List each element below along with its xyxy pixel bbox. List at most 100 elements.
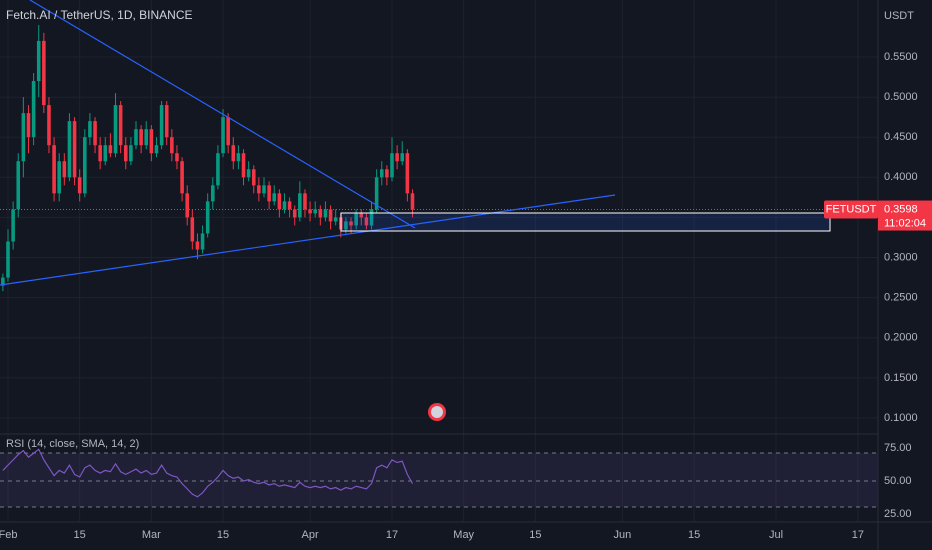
candle-body [36, 40, 41, 82]
chart-title: Fetch.AI / TetherUS, 1D, BINANCE [6, 8, 193, 22]
candle-body [246, 169, 251, 178]
indicator-tick-label: 25.00 [884, 508, 912, 520]
candle-body [108, 145, 113, 154]
x-tick-label: Apr [302, 529, 319, 541]
candle-body [282, 201, 287, 210]
candle-body [1, 277, 5, 286]
candle-body [134, 129, 138, 146]
candle-body [52, 145, 56, 194]
candle-body [175, 153, 179, 162]
price-badge [878, 200, 932, 231]
candle-body [144, 129, 149, 146]
candle-body [164, 105, 169, 138]
y-tick-label: 0.2500 [884, 292, 918, 304]
candle-body [410, 193, 415, 210]
candle-body [374, 177, 379, 210]
candle-body [272, 193, 277, 202]
candle-body [323, 209, 328, 218]
candle-body [226, 117, 230, 146]
candle-body [344, 221, 348, 230]
candle-body [118, 105, 123, 146]
symbol-label: FETUSDT [826, 203, 877, 215]
x-tick-label: May [453, 529, 474, 541]
rsi-line [2, 448, 414, 498]
candle-body [211, 185, 215, 202]
candle-body [200, 233, 205, 250]
candle-body [395, 153, 399, 162]
candle-body [262, 185, 266, 194]
candle-body [103, 145, 108, 162]
candle-body [333, 217, 338, 222]
y-tick-label: 0.4500 [884, 131, 918, 143]
candle-body [113, 105, 118, 154]
y-tick-label: 0.1000 [884, 412, 918, 424]
candle-body [251, 169, 256, 186]
candle-body [170, 137, 174, 154]
candle-body [98, 145, 102, 162]
indicator-tick-label: 50.00 [884, 475, 912, 487]
candle-body [318, 209, 323, 218]
trend-line [29, 0, 416, 229]
candle-body [313, 209, 317, 214]
candle-body [77, 177, 82, 194]
y-tick-label: 0.3000 [884, 251, 918, 263]
candle-body [292, 209, 297, 218]
trend-line [0, 194, 616, 286]
x-tick-label: Feb [0, 529, 17, 541]
x-tick-label: 17 [386, 529, 398, 541]
candle-body [359, 213, 364, 218]
candle-body [42, 40, 46, 106]
candle-body [47, 105, 51, 146]
candle-body [180, 161, 184, 194]
candle-body [195, 241, 200, 250]
candle-body [83, 137, 87, 194]
event-icon-inner [431, 406, 443, 418]
x-tick-label: 15 [74, 529, 86, 541]
x-tick-label: 15 [688, 529, 700, 541]
candle-body [390, 153, 394, 178]
candle-body [88, 121, 92, 138]
candle-body [303, 193, 307, 210]
candle-body [93, 121, 97, 146]
candle-body [216, 153, 220, 186]
rsi-band [0, 453, 878, 507]
candle-body [154, 145, 159, 154]
candle-body [287, 201, 292, 210]
candle-body [267, 185, 271, 202]
candle-body [185, 193, 189, 218]
candle-body [72, 121, 77, 178]
candle-body [190, 217, 195, 242]
candle-body [123, 145, 128, 162]
candle-body [21, 113, 26, 162]
x-tick-label: 15 [217, 529, 229, 541]
candle-body [16, 161, 21, 210]
candle-body [354, 213, 358, 226]
y-tick-label: 0.1500 [884, 372, 918, 384]
candle-body [139, 129, 143, 146]
candle-body [400, 153, 405, 162]
symbol-badge [824, 200, 878, 219]
countdown-label: 11:02:04 [884, 217, 926, 229]
currency-label: USDT [884, 10, 914, 22]
zone-rectangle [340, 212, 831, 232]
y-tick-label: 0.5000 [884, 91, 918, 103]
candle-body [231, 145, 236, 162]
candle-body [129, 145, 133, 162]
candle-body [241, 153, 246, 178]
candle-body [277, 193, 282, 210]
x-tick-label: 17 [852, 529, 864, 541]
candle-body [26, 113, 31, 138]
candle-body [405, 153, 410, 194]
x-tick-label: Mar [142, 529, 161, 541]
candle-body [308, 209, 312, 214]
y-tick-label: 0.4000 [884, 171, 918, 183]
candle-body [328, 209, 333, 222]
x-tick-label: 15 [529, 529, 541, 541]
candle-body [11, 209, 15, 242]
candle-body [62, 161, 67, 178]
candle-body [67, 121, 72, 178]
x-tick-label: Jun [614, 529, 632, 541]
